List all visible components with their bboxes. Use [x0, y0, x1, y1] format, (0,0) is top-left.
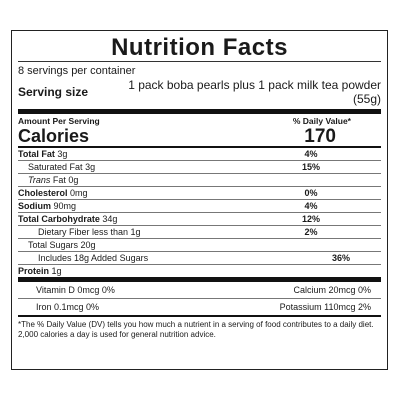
nutrient-name: Dietary Fiber [38, 227, 90, 237]
nutrient-dv: 36% [331, 253, 350, 263]
nutrient-amount: Fat 0g [52, 175, 79, 185]
nutrient-row-trans-fat: Trans Fat 0g [18, 173, 381, 186]
vitamin-row: Vitamin D 0mcg 0% Calcium 20mcg 0% [18, 282, 381, 298]
nutrient-row-saturated-fat: Saturated Fat 3g 15% [18, 160, 381, 173]
nutrient-name: Trans [28, 175, 51, 185]
vitamin-right: Calcium 20mcg 0% [293, 285, 371, 295]
nutrient-dv: 4% [304, 201, 318, 211]
serving-size-row: Serving size 1 pack boba pearls plus 1 p… [18, 78, 381, 106]
nutrient-amount: 20g [80, 240, 96, 250]
vitamin-row: Iron 0.1mcg 0% Potassium 110mcg 2% [18, 298, 381, 315]
thick-divider [18, 277, 381, 282]
nutrient-amount: 3g [85, 162, 96, 172]
nutrient-amount: 1g [51, 266, 62, 276]
nutrient-name: Protein [18, 266, 50, 276]
amount-header-row: Amount Per Serving % Daily Value* [18, 116, 381, 126]
medium-divider [18, 315, 381, 317]
nutrient-name: Saturated Fat [28, 162, 83, 172]
nutrient-name: Includes 18g Added Sugars [38, 253, 149, 263]
daily-value-header: % Daily Value* [292, 116, 351, 126]
nutrient-amount: 0mg [70, 188, 88, 198]
label-title: Nutrition Facts [111, 34, 288, 61]
nutrient-row-dietary-fiber: Dietary Fiber less than 1g 2% [18, 225, 381, 238]
vitamin-left: Iron 0.1mcg 0% [36, 302, 100, 312]
nutrient-name: Sodium [18, 201, 51, 211]
nutrient-amount: 34g [102, 214, 118, 224]
vitamin-right: Potassium 110mcg 2% [279, 302, 371, 312]
nutrient-row-total-sugars: Total Sugars 20g [18, 238, 381, 251]
nutrient-row-cholesterol: Cholesterol 0mg 0% [18, 186, 381, 199]
nutrient-dv: 15% [301, 162, 320, 172]
nutrient-amount: less than 1g [92, 227, 141, 237]
nutrient-row-sodium: Sodium 90mg 4% [18, 199, 381, 212]
nutrient-row-total-carbohydrate: Total Carbohydrate 34g 12% [18, 212, 381, 225]
thick-divider [18, 109, 381, 114]
nutrient-dv: 12% [301, 214, 320, 224]
nutrient-dv: 4% [304, 149, 318, 159]
nutrient-dv [281, 265, 341, 277]
nutrient-row-total-fat: Total Fat 3g 4% [18, 148, 381, 160]
calories-value: 170 [304, 126, 336, 147]
nutrient-name: Total Carbohydrate [18, 214, 100, 224]
nutrient-dv: 0% [304, 188, 318, 198]
nutrient-name: Cholesterol [18, 188, 68, 198]
serving-size-label: Serving size [18, 85, 89, 99]
nutrient-amount: 3g [57, 149, 68, 159]
calories-row: Calories 170 [18, 126, 381, 147]
serving-size-value: 1 pack boba pearls plus 1 pack milk tea … [128, 78, 381, 106]
amount-per-serving: Amount Per Serving [18, 116, 100, 126]
nutrient-row-added-sugars: Includes 18g Added Sugars 36% [18, 251, 381, 264]
nutrient-name: Total Fat [18, 149, 55, 159]
nutrient-dv [281, 239, 341, 251]
nutrition-facts-label: Nutrition Facts 8 servings per container… [11, 30, 388, 370]
servings-per-container: 8 servings per container [18, 65, 136, 77]
nutrient-name: Total Sugars [28, 240, 79, 250]
vitamin-left: Vitamin D 0mcg 0% [36, 285, 115, 295]
medium-divider [18, 146, 381, 148]
daily-value-footnote: *The % Daily Value (DV) tells you how mu… [18, 320, 374, 339]
calories-label: Calories [18, 126, 90, 146]
nutrient-dv [281, 174, 341, 186]
nutrient-amount: 90mg [53, 201, 77, 211]
divider [18, 61, 381, 62]
nutrient-dv: 2% [304, 227, 318, 237]
nutrient-row-protein: Protein 1g [18, 264, 381, 277]
